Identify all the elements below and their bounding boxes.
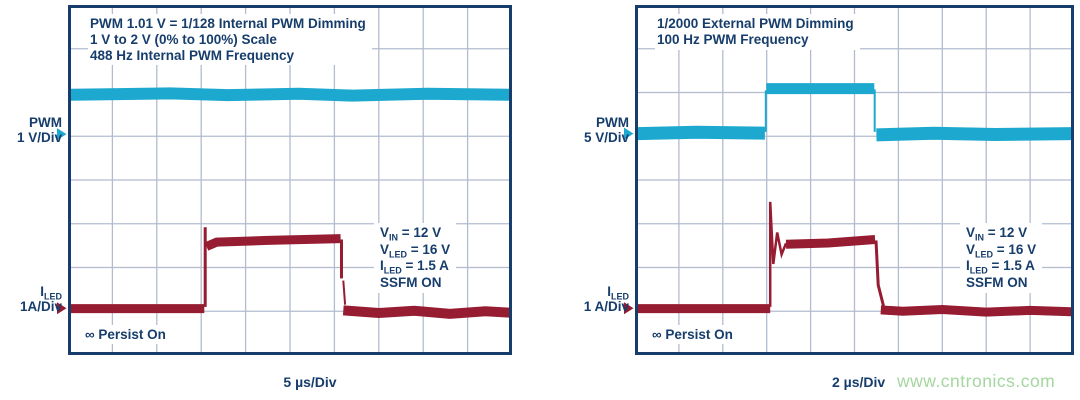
annotation-line: ILED = 1.5 A <box>966 258 1035 276</box>
right-conditions-annotation: VIN = 12 V VLED = 16 V ILED = 1.5 A SSFM… <box>960 223 1043 294</box>
channel-scale: 1A/Div <box>19 298 62 314</box>
left-iled-channel-label: ILED 1A/Div <box>0 284 62 314</box>
right-scope-title: 1/2000 External PWM Dimming 100 Hz PWM F… <box>655 14 860 50</box>
annotation-line: VLED = 16 V <box>966 241 1037 260</box>
left-pwm-channel-label: PWM 1 V/Div <box>0 115 62 145</box>
iled-trace <box>874 240 885 307</box>
annotation-line: ILED = 1.5 A <box>380 258 449 276</box>
iled-marker-icon <box>57 302 67 315</box>
channel-name: ILED <box>607 284 629 302</box>
left-conditions-annotation: VIN = 12 V VLED = 16 V ILED = 1.5 A SSFM… <box>374 223 457 294</box>
iled-marker-icon <box>624 302 634 315</box>
annotation-line: VIN = 12 V <box>380 225 442 243</box>
left-timebase-label: 5 µs/Div <box>283 374 337 390</box>
channel-scale: 5 V/Div <box>583 129 629 145</box>
annotation-line: SSFM ON <box>380 274 442 290</box>
annotation-line: VLED = 16 V <box>380 241 451 260</box>
iled-trace <box>768 201 788 265</box>
right-persist-status: ∞ Persist On <box>645 325 740 344</box>
pwm-marker-icon <box>57 128 67 141</box>
right-timebase-label: 2 µs/Div <box>832 374 886 390</box>
left-scope-title: PWM 1.01 V = 1/128 Internal PWM Dimming … <box>88 14 372 66</box>
title-line: PWM 1.01 V = 1/128 Internal PWM Dimming <box>90 16 366 31</box>
pwm-trace <box>637 125 765 141</box>
left-scope-panel: PWM 1.01 V = 1/128 Internal PWM Dimming … <box>57 5 512 355</box>
channel-name: PWM <box>596 115 629 130</box>
iled-trace <box>785 235 876 249</box>
channel-scale: 1 V/Div <box>16 129 62 145</box>
pwm-trace <box>70 87 510 102</box>
right-scope-grid-and-traces <box>624 5 1074 355</box>
title-line: 100 Hz PWM Frequency <box>657 31 809 47</box>
pwm-trace <box>876 126 1072 142</box>
annotation-line: SSFM ON <box>966 274 1028 290</box>
left-persist-status: ∞ Persist On <box>78 325 173 344</box>
iled-trace <box>342 305 510 319</box>
right-pwm-channel-label: PWM 5 V/Div <box>548 115 629 145</box>
iled-trace <box>204 234 341 251</box>
title-line: 488 Hz Internal PWM Frequency <box>90 47 295 63</box>
watermark-text: www.cntronics.com <box>897 371 1056 391</box>
iled-trace <box>880 304 1072 317</box>
channel-name: ILED <box>40 284 62 302</box>
annotation-line: VIN = 12 V <box>966 225 1028 243</box>
title-line: 1 V to 2 V (0% to 100%) Scale <box>90 31 277 47</box>
panel-border <box>635 5 1074 355</box>
channel-name: PWM <box>29 115 62 130</box>
channel-scale: 1 A/Div <box>583 298 629 314</box>
iled-trace <box>342 280 347 305</box>
right-scope-panel: 1/2000 External PWM Dimming 100 Hz PWM F… <box>624 5 1074 355</box>
right-iled-channel-label: ILED 1 A/Div <box>548 284 629 314</box>
title-line: 1/2000 External PWM Dimming <box>657 16 854 31</box>
panel-border <box>68 5 512 355</box>
pwm-marker-icon <box>624 127 634 140</box>
